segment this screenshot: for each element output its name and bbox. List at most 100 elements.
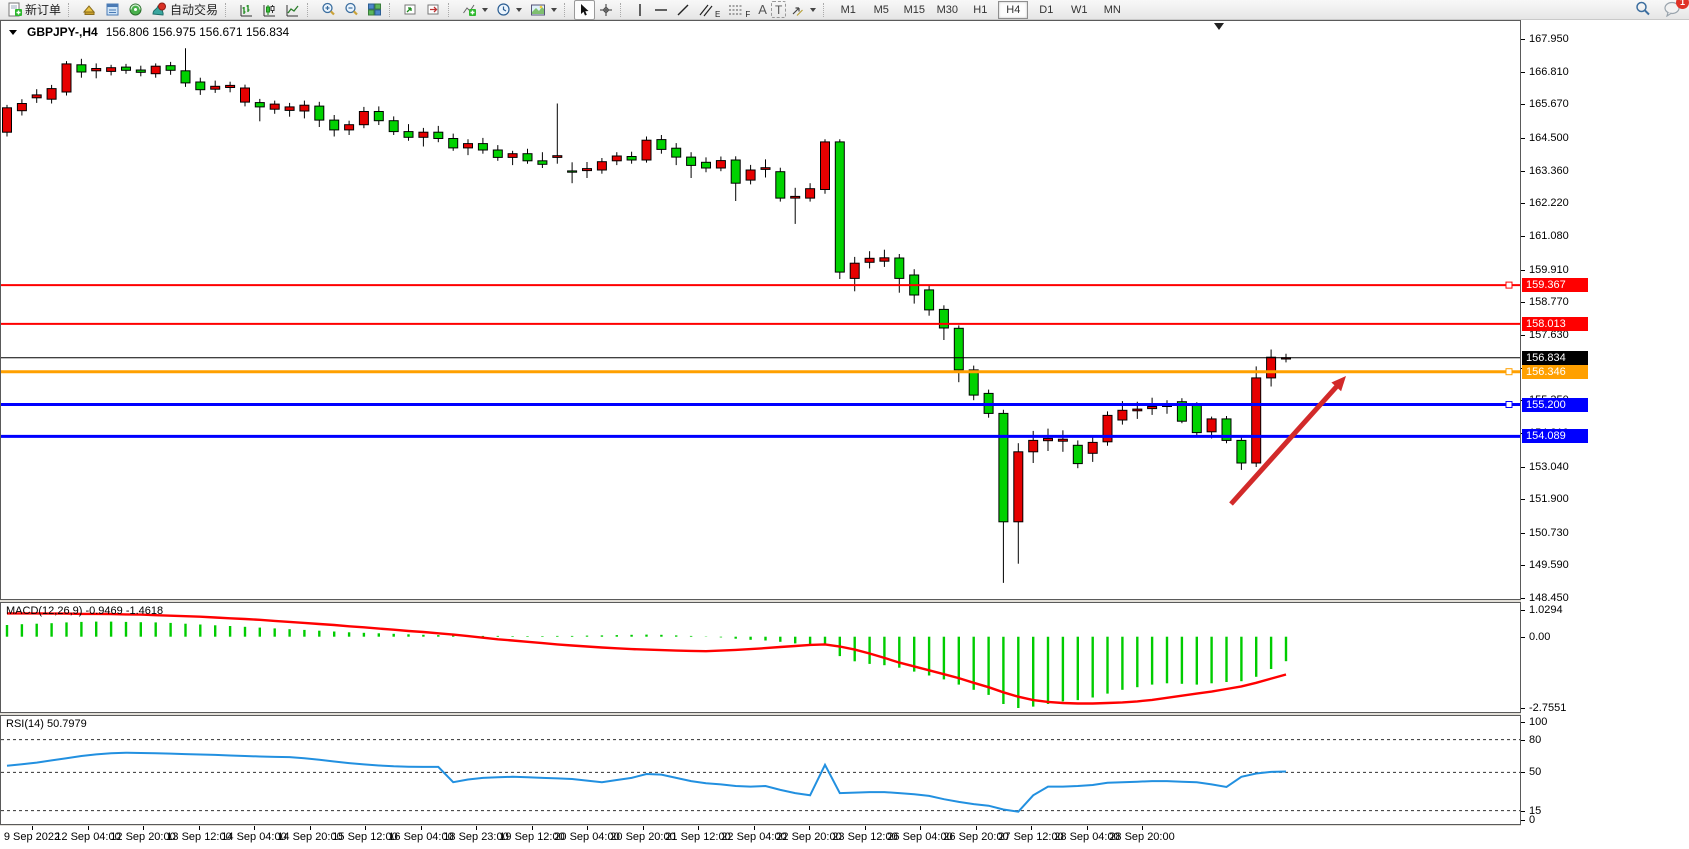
axis-tick — [1521, 104, 1525, 106]
step-forward-button[interactable] — [422, 0, 445, 20]
time-label: 27 Sep 12:00 — [998, 831, 1064, 843]
rsi-tick-label: 50 — [1529, 766, 1542, 779]
price-tick-label: 157.630 — [1529, 328, 1569, 341]
zoom-out-button[interactable] — [340, 0, 363, 20]
rsi-tick-label: 100 — [1529, 716, 1548, 728]
crosshair-button[interactable] — [595, 0, 617, 20]
time-tick — [643, 826, 644, 830]
axis-tick — [1521, 39, 1525, 40]
new-order-button[interactable]: 新订单 — [3, 0, 65, 20]
axis-tick — [1521, 708, 1525, 709]
hline-156.346[interactable] — [1, 368, 1520, 376]
rsi-canvas[interactable] — [1, 716, 1520, 824]
shapes-tool-icon — [792, 6, 804, 16]
trendline-tool-icon — [677, 4, 689, 15]
shapes-caret[interactable] — [810, 7, 817, 12]
time-label: 14 Sep 04:00 — [221, 831, 287, 843]
macd-canvas[interactable] — [1, 603, 1520, 712]
text-tool-button[interactable]: A — [754, 0, 771, 20]
fibonacci-tool-button[interactable]: F — [724, 0, 754, 20]
cursor-button[interactable] — [574, 0, 596, 20]
data-window-button[interactable] — [101, 0, 124, 20]
time-label: 21 Sep 12:00 — [665, 831, 731, 843]
time-label: 20 Sep 04:00 — [554, 831, 620, 843]
price-line-label: 154.089 — [1522, 429, 1588, 444]
fibonacci-tool-icon — [729, 5, 743, 14]
timeframe-mn[interactable]: MN — [1103, 3, 1121, 16]
tile-windows-icon — [368, 3, 382, 16]
timeframe-w1[interactable]: W1 — [1071, 3, 1088, 16]
price-tick-label: 158.770 — [1529, 296, 1569, 309]
indicators-button[interactable] — [458, 0, 492, 20]
price-tick-label: 167.950 — [1529, 33, 1569, 45]
periods-button[interactable] — [492, 0, 526, 20]
templates-caret[interactable] — [551, 7, 558, 12]
autotrade-button[interactable]: 自动交易 — [147, 0, 222, 20]
navigator-button[interactable] — [124, 0, 147, 20]
zoom-in-icon — [322, 2, 335, 16]
time-axis[interactable]: 9 Sep 2022 12 Sep 04:00 12 Sep 20:00 13 Sep… — [0, 826, 1521, 849]
timeframe-m15[interactable]: M15 — [903, 3, 925, 16]
price-pane[interactable]: GBPJPY-,H4 156.806 156.975 156.671 156.8… — [0, 20, 1521, 600]
shapes-tool-button[interactable] — [786, 0, 820, 20]
autotrade-label: 自动交易 — [170, 3, 219, 17]
text-tool-icon: A — [758, 2, 767, 17]
axis-tick — [1521, 466, 1525, 468]
time-label: 18 Sep 23:00 — [443, 831, 509, 843]
trend-arrow[interactable] — [1229, 376, 1346, 506]
axis-tick — [1521, 565, 1525, 567]
separator — [448, 2, 455, 17]
timeframe-h4[interactable]: H4 — [998, 0, 1029, 19]
time-tick — [1142, 826, 1143, 830]
zoom-in-button[interactable] — [317, 0, 340, 20]
bar-chart-button[interactable] — [235, 0, 258, 20]
rsi-pane[interactable]: RSI(14) 50.7979 — [0, 715, 1521, 825]
price-axis[interactable]: 167.950 166.810 165.670 164.500 163.360 162.2… — [1521, 20, 1689, 849]
fibo-sub-label: F — [745, 9, 751, 19]
axis-tick — [1521, 71, 1525, 73]
chart-title-caret-icon[interactable] — [9, 29, 17, 35]
main-toolbar: 新订单 自动交易 — [0, 0, 1689, 20]
time-tick — [365, 826, 366, 830]
time-tick — [1031, 826, 1032, 830]
axis-tick — [1521, 203, 1525, 205]
channel-tool-button[interactable]: E — [694, 0, 724, 20]
market-watch-button[interactable] — [78, 0, 101, 20]
timeframe-m5[interactable]: M5 — [873, 3, 889, 16]
time-label: 28 Sep 20:00 — [1109, 831, 1175, 843]
search-icon[interactable] — [1635, 1, 1651, 17]
hline-159.367[interactable] — [1, 281, 1520, 289]
time-tick — [865, 826, 866, 830]
label-tool-button[interactable]: T — [770, 1, 787, 18]
trendline-tool-button[interactable] — [672, 0, 694, 20]
chat-button[interactable]: 1 — [1663, 0, 1689, 17]
candlestick-icon — [263, 4, 276, 16]
line-chart-button[interactable] — [281, 0, 304, 20]
axis-tick — [1521, 236, 1525, 237]
timeframe-h1[interactable]: H1 — [973, 3, 988, 16]
macd-pane[interactable]: MACD(12,26,9) -0.9469 -1.4618 — [0, 602, 1521, 713]
candlestick-button[interactable] — [258, 0, 281, 20]
chart-shift-marker-icon[interactable] — [1214, 23, 1224, 30]
vline-tool-button[interactable] — [630, 0, 650, 20]
time-label: 19 Sep 12:00 — [499, 831, 565, 843]
timeframe-m1[interactable]: M1 — [840, 3, 856, 16]
vline-tool-icon — [639, 3, 641, 16]
chart-symbol: GBPJPY-,H4 — [27, 25, 98, 39]
indicators-caret[interactable] — [482, 7, 489, 12]
timeframe-m30[interactable]: M30 — [936, 3, 958, 16]
candles-layer — [2, 48, 1291, 583]
price-chart-canvas[interactable] — [1, 21, 1520, 599]
time-label: 20 Sep 20:00 — [610, 831, 676, 843]
rsi-label: RSI(14) 50.7979 — [6, 718, 87, 730]
templates-button[interactable] — [526, 0, 561, 20]
periods-caret[interactable] — [516, 7, 523, 12]
hline-tool-button[interactable] — [650, 0, 672, 20]
axis-tick — [1521, 499, 1525, 501]
timeframe-d1[interactable]: D1 — [1039, 3, 1054, 16]
hline-155.200[interactable] — [1, 401, 1520, 408]
macd-tick-label: -2.7551 — [1529, 702, 1567, 714]
auto-arrange-button[interactable] — [399, 0, 422, 20]
tile-windows-button[interactable] — [363, 0, 386, 20]
